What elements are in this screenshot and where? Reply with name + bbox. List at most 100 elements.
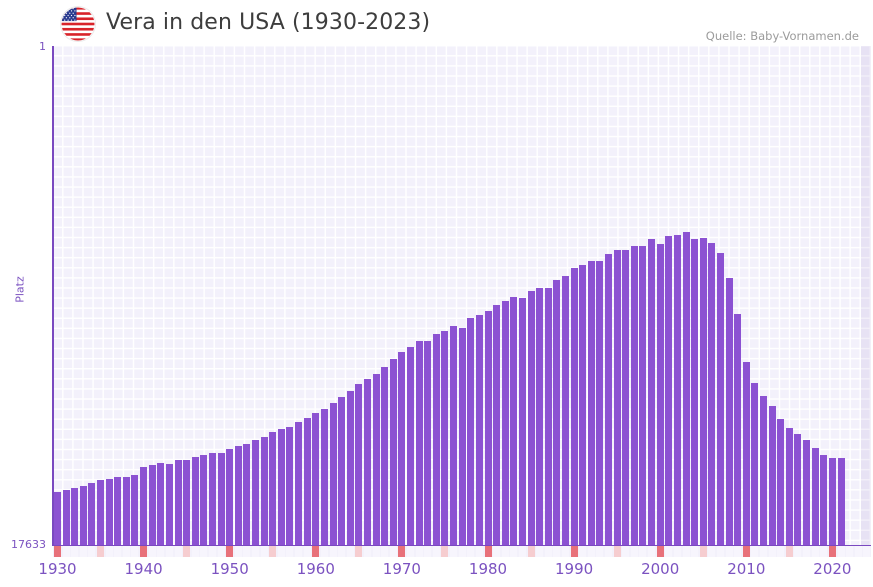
bar-1997 xyxy=(630,246,638,545)
bar-1963 xyxy=(338,397,346,545)
x-tick-2006 xyxy=(708,546,716,557)
bar-1983 xyxy=(510,296,518,545)
x-tick-1942 xyxy=(157,546,165,557)
source-label: Quelle: Baby-Vornamen.de xyxy=(705,29,859,43)
x-tick-2001 xyxy=(665,546,673,557)
bar-1978 xyxy=(467,318,475,545)
x-tick-1970 xyxy=(398,546,406,557)
bar-1989 xyxy=(561,276,569,545)
x-tick-2011 xyxy=(751,546,759,557)
x-tick-1978 xyxy=(467,546,475,557)
x-tick-1977 xyxy=(458,546,466,557)
x-tick-2012 xyxy=(760,546,768,557)
x-tick-2017 xyxy=(803,546,811,557)
bar-1941 xyxy=(148,465,156,545)
bar-1952 xyxy=(243,443,251,545)
bar-1980 xyxy=(484,310,492,545)
x-tick-1936 xyxy=(105,546,113,557)
x-tick-1951 xyxy=(234,546,242,557)
x-tick-1999 xyxy=(648,546,656,557)
bar-2017 xyxy=(803,440,811,545)
x-tick-1960 xyxy=(312,546,320,557)
bar-1948 xyxy=(208,452,216,545)
bar-1971 xyxy=(407,346,414,545)
x-tick-1972 xyxy=(415,546,423,557)
bar-1933 xyxy=(79,485,87,545)
x-tick-2019 xyxy=(820,546,828,557)
x-tick-1954 xyxy=(260,546,268,557)
x-tick-1981 xyxy=(493,546,501,557)
x-tick-1943 xyxy=(165,546,173,557)
x-tick-1953 xyxy=(252,546,260,557)
bar-1964 xyxy=(346,390,354,545)
x-tick-1967 xyxy=(372,546,380,557)
x-tick-1975 xyxy=(441,546,449,557)
bar-1979 xyxy=(475,314,483,545)
x-tick-1957 xyxy=(286,546,294,557)
bar-series xyxy=(53,46,871,545)
x-tick-1963 xyxy=(338,546,346,557)
y-axis-line xyxy=(52,46,54,546)
bar-1943 xyxy=(165,463,173,545)
bar-1977 xyxy=(458,327,466,545)
x-axis-tick-strip xyxy=(53,546,871,557)
x-tick-2013 xyxy=(768,546,776,557)
x-tick-1966 xyxy=(363,546,371,557)
bar-2016 xyxy=(794,433,802,545)
x-tick-label-1960: 1960 xyxy=(296,560,335,578)
bar-1993 xyxy=(596,260,604,545)
plot-area xyxy=(53,46,871,545)
x-tick-1976 xyxy=(450,546,458,557)
bar-1936 xyxy=(105,479,113,545)
bar-1950 xyxy=(226,448,234,545)
bar-1962 xyxy=(329,403,337,545)
chart-title: Vera in den USA (1930-2023) xyxy=(106,10,431,35)
bar-2006 xyxy=(708,243,716,545)
x-tick-2023 xyxy=(854,546,862,557)
x-tick-label-1990: 1990 xyxy=(555,560,594,578)
x-tick-2009 xyxy=(734,546,742,557)
bar-1974 xyxy=(432,334,440,545)
x-tick-1934 xyxy=(88,546,96,557)
bar-1986 xyxy=(536,287,544,545)
bar-1954 xyxy=(260,436,268,545)
bar-2007 xyxy=(716,252,724,545)
x-tick-1992 xyxy=(587,546,595,557)
bar-2015 xyxy=(785,428,793,545)
x-tick-label-2010: 2010 xyxy=(727,560,766,578)
bar-1975 xyxy=(441,331,449,545)
x-tick-label-2020: 2020 xyxy=(813,560,852,578)
bar-2011 xyxy=(751,382,759,545)
x-tick-label-1930: 1930 xyxy=(38,560,77,578)
bar-2008 xyxy=(725,278,733,545)
bar-1973 xyxy=(424,341,432,545)
bar-1982 xyxy=(501,301,509,545)
bar-1998 xyxy=(639,245,647,545)
bar-1958 xyxy=(295,422,303,545)
bar-2004 xyxy=(691,238,699,545)
bar-1981 xyxy=(493,305,501,545)
bar-1940 xyxy=(140,467,148,545)
x-tick-1997 xyxy=(630,546,638,557)
x-tick-1980 xyxy=(484,546,492,557)
bar-1953 xyxy=(252,440,260,545)
x-tick-1945 xyxy=(183,546,191,557)
bar-2014 xyxy=(777,419,785,545)
x-tick-1959 xyxy=(303,546,311,557)
x-tick-1946 xyxy=(191,546,199,557)
y-axis-bottom-tick-label: 17633 xyxy=(11,538,46,551)
x-tick-1989 xyxy=(561,546,569,557)
x-tick-1996 xyxy=(622,546,630,557)
bar-2018 xyxy=(811,447,819,545)
bar-1942 xyxy=(157,462,165,545)
bar-1976 xyxy=(450,326,458,545)
x-tick-1971 xyxy=(407,546,414,557)
bar-1934 xyxy=(88,483,96,545)
bar-1947 xyxy=(200,455,208,545)
x-tick-1947 xyxy=(200,546,208,557)
bar-1990 xyxy=(570,268,578,545)
x-tick-2005 xyxy=(699,546,707,557)
x-tick-1986 xyxy=(536,546,544,557)
x-tick-label-1940: 1940 xyxy=(124,560,163,578)
